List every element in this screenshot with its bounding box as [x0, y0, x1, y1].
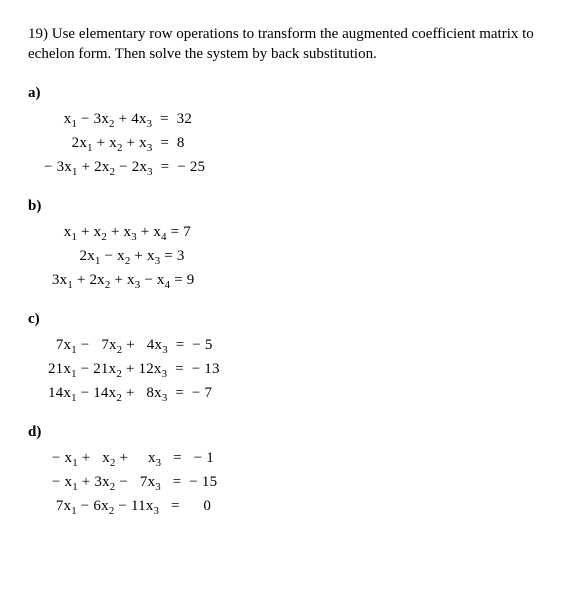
- eq-c-2: 21x1 − 21x2 + 12x3 = − 13: [44, 359, 557, 379]
- part-a-equations: x1 − 3x2 + 4x3 = 32 2x1 + x2 + x3 = 8 − …: [44, 109, 557, 178]
- part-b-equations: x1 + x2 + x3 + x4 = 7 2x1 − x2 + x3 = 3 …: [44, 222, 557, 291]
- part-d-equations: − x1 + x2 + x3 = − 1 − x1 + 3x2 − 7x3 = …: [44, 448, 557, 517]
- eq-a-3: − 3x1 + 2x2 − 2x3 = − 25: [44, 157, 557, 177]
- eq-b-1: x1 + x2 + x3 + x4 = 7: [44, 222, 557, 242]
- eq-b-2: 2x1 − x2 + x3 = 3: [44, 246, 557, 266]
- part-a-label: a): [28, 83, 557, 103]
- part-c-equations: 7x1 − 7x2 + 4x3 = − 5 21x1 − 21x2 + 12x3…: [44, 335, 557, 404]
- question-prompt: 19) Use elementary row operations to tra…: [28, 24, 557, 65]
- part-d-label: d): [28, 422, 557, 442]
- eq-d-1: − x1 + x2 + x3 = − 1: [44, 448, 557, 468]
- part-b-label: b): [28, 196, 557, 216]
- question-number: 19): [28, 26, 48, 42]
- eq-a-1: x1 − 3x2 + 4x3 = 32: [44, 109, 557, 129]
- eq-d-2: − x1 + 3x2 − 7x3 = − 15: [44, 472, 557, 492]
- eq-d-3: 7x1 − 6x2 − 11x3 = 0: [44, 496, 557, 516]
- eq-a-2: 2x1 + x2 + x3 = 8: [44, 133, 557, 153]
- question-text: Use elementary row operations to transfo…: [28, 26, 534, 62]
- eq-c-3: 14x1 − 14x2 + 8x3 = − 7: [44, 383, 557, 403]
- part-c-label: c): [28, 309, 557, 329]
- eq-b-3: 3x1 + 2x2 + x3 − x4 = 9: [44, 270, 557, 290]
- eq-c-1: 7x1 − 7x2 + 4x3 = − 5: [44, 335, 557, 355]
